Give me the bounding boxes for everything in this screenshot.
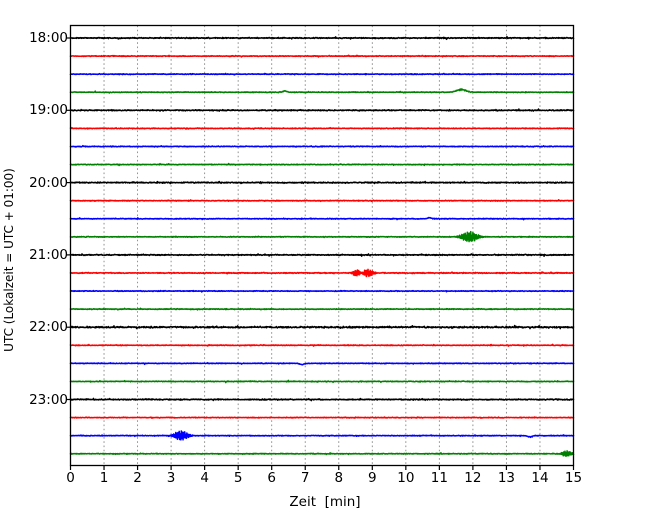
trace-2130 (69, 289, 575, 293)
y-tick-label-2200: 22:00 (29, 319, 68, 336)
x-tick-label-8: 8 (334, 470, 344, 486)
x-tick-label-11: 11 (430, 470, 448, 486)
x-tick-label-0: 0 (66, 470, 75, 486)
y-axis-title: UTC (Lokalzeit = UTC + 01:00) (0, 0, 18, 520)
trace-1830 (69, 72, 575, 76)
trace-2215 (69, 343, 575, 347)
x-tick-label-12: 12 (464, 470, 482, 486)
trace-2115 (69, 268, 575, 278)
trace-1915 (69, 126, 575, 130)
x-tick-label-15: 15 (564, 470, 583, 486)
trace-2030 (69, 216, 575, 221)
trace-2100 (69, 253, 575, 258)
x-tick-label-2: 2 (133, 470, 142, 486)
y-tick-label-2000: 20:00 (29, 174, 68, 191)
x-tick-label-14: 14 (531, 470, 549, 486)
trace-2315 (69, 416, 575, 419)
trace-1900 (69, 108, 575, 112)
trace-1815 (69, 54, 575, 58)
trace-group (69, 35, 575, 457)
trace-2145 (69, 307, 575, 311)
x-tick-label-9: 9 (368, 470, 377, 486)
x-tick-label-13: 13 (497, 470, 516, 486)
trace-2345 (69, 450, 575, 457)
trace-2245 (69, 379, 575, 384)
x-tick-label-7: 7 (300, 470, 310, 486)
y-tick-label-2300: 23:00 (29, 391, 68, 408)
x-tick-label-6: 6 (267, 470, 276, 486)
grid-lines (103, 25, 541, 466)
trace-2045 (69, 230, 575, 243)
trace-2330 (69, 430, 575, 441)
x-tick-label-5: 5 (233, 470, 243, 486)
x-tick-label-1: 1 (99, 470, 109, 486)
tick-marks (66, 37, 575, 470)
trace-1945 (69, 162, 575, 167)
x-axis-title: Zeit [min] (289, 494, 361, 510)
trace-2015 (69, 199, 575, 203)
trace-1800 (69, 35, 575, 41)
y-tick-label-1800: 18:00 (29, 30, 68, 46)
trace-2200 (69, 324, 575, 330)
trace-2230 (69, 361, 575, 366)
trace-1845 (69, 88, 575, 94)
trace-2300 (69, 397, 575, 402)
y-axis-title-text: UTC (Lokalzeit = UTC + 01:00) (2, 168, 16, 352)
trace-1930 (69, 144, 575, 148)
x-tick-label-10: 10 (397, 470, 415, 486)
x-tick-label-3: 3 (166, 470, 176, 486)
trace-2000 (69, 180, 575, 185)
x-tick-label-4: 4 (200, 470, 209, 486)
y-tick-label-2100: 21:00 (29, 246, 68, 263)
y-tick-label-1900: 19:00 (29, 102, 68, 119)
